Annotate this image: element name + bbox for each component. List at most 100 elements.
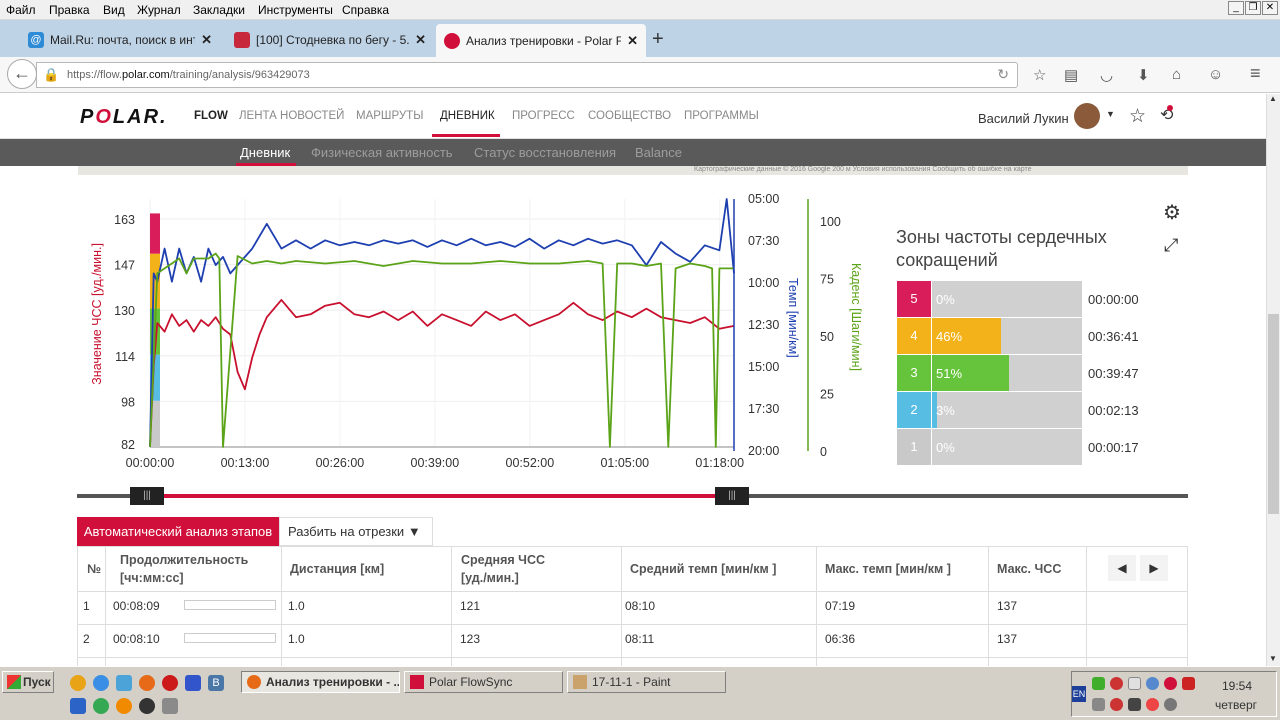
tray-icon[interactable] bbox=[1110, 677, 1123, 690]
tray-icon[interactable] bbox=[1164, 677, 1177, 690]
tray-icon[interactable] bbox=[1128, 677, 1141, 690]
taskbar-item-firefox[interactable]: Анализ тренировки - ... bbox=[241, 671, 400, 693]
menu-history[interactable]: Журнал bbox=[137, 3, 181, 17]
training-chart[interactable]: 163 147 130 114 98 82 00:00:00 00:13:00 00:26:00… bbox=[78, 183, 878, 473]
tray-icon[interactable] bbox=[1092, 677, 1105, 690]
menu-edit[interactable]: Правка bbox=[49, 3, 90, 17]
clock-time[interactable]: 19:54 bbox=[1222, 679, 1253, 693]
nav-diary[interactable]: ДНЕВНИК bbox=[440, 110, 495, 122]
split-dropdown[interactable]: Разбить на отрезки ▼ bbox=[279, 517, 433, 546]
tray-icon[interactable] bbox=[1092, 698, 1105, 711]
subnav-balance[interactable]: Balance bbox=[635, 145, 682, 160]
reload-icon[interactable]: ↻ bbox=[997, 66, 1009, 82]
firefox-icon bbox=[247, 675, 261, 689]
prev-columns-button[interactable]: ◀ bbox=[1108, 555, 1136, 581]
split-label: Разбить на отрезки bbox=[288, 524, 405, 539]
bookmark-star-icon[interactable]: ☆ bbox=[1033, 67, 1047, 84]
tray-icon[interactable] bbox=[1164, 698, 1177, 711]
home-icon[interactable]: ⌂ bbox=[1172, 66, 1182, 83]
download-icon[interactable]: ⬇ bbox=[1137, 67, 1150, 84]
close-icon[interactable]: ✕ bbox=[1262, 1, 1278, 15]
hamburger-menu-icon[interactable]: ≡ bbox=[1250, 63, 1261, 83]
scroll-thumb[interactable] bbox=[1268, 314, 1279, 514]
slider-end-handle[interactable]: ||| bbox=[715, 487, 749, 505]
polar-logo[interactable]: POLAR. bbox=[80, 106, 168, 128]
favorites-star-icon[interactable]: ☆ bbox=[1129, 106, 1147, 127]
map-fragment[interactable]: Картографические данные © 2016 Google 20… bbox=[78, 166, 1188, 175]
reader-icon[interactable]: ▤ bbox=[1064, 67, 1079, 84]
chrome-icon[interactable] bbox=[93, 675, 109, 691]
quicklaunch-icon[interactable] bbox=[162, 698, 178, 714]
chevron-down-icon[interactable]: ▼ bbox=[1106, 109, 1115, 119]
save-icon[interactable] bbox=[185, 675, 201, 691]
taskbar-item-paint[interactable]: 17-11-1 - Paint bbox=[567, 671, 726, 693]
next-columns-button[interactable]: ▶ bbox=[1140, 555, 1168, 581]
sync-icon[interactable]: ⟲ bbox=[1160, 107, 1174, 124]
vk-icon[interactable]: B bbox=[208, 675, 224, 691]
minimize-icon[interactable]: _ bbox=[1228, 1, 1244, 15]
menu-file[interactable]: Файл bbox=[6, 3, 36, 17]
new-tab-icon[interactable]: + bbox=[652, 28, 664, 50]
auto-lap-analysis-tab[interactable]: Автоматический анализ этапов bbox=[77, 517, 279, 546]
nav-routes[interactable]: МАРШРУТЫ bbox=[356, 110, 424, 122]
chat-icon[interactable]: ☺ bbox=[1208, 66, 1224, 83]
menu-help[interactable]: Справка bbox=[342, 3, 390, 17]
subnav-activity[interactable]: Физическая активность bbox=[311, 145, 453, 160]
x-tick-label: 00:26:00 bbox=[316, 456, 365, 470]
nav-programs[interactable]: ПРОГРАММЫ bbox=[684, 110, 759, 122]
close-tab-icon[interactable]: ✕ bbox=[201, 32, 212, 47]
col-avg-pace[interactable]: Средний темп [мин/км ] bbox=[630, 562, 777, 576]
col-max-pace[interactable]: Макс. темп [мин/км ] bbox=[825, 562, 951, 576]
notification-dot bbox=[1167, 105, 1173, 111]
back-button[interactable]: ← bbox=[7, 59, 37, 89]
nav-community[interactable]: СООБЩЕСТВО bbox=[588, 110, 672, 122]
tab-mailru[interactable]: @ Mail.Ru: почта, поиск в инт... ✕ bbox=[20, 25, 220, 55]
start-button[interactable]: Пуск bbox=[2, 671, 54, 693]
pocket-icon[interactable]: ◡ bbox=[1100, 67, 1114, 84]
url-bar[interactable]: 🔒 https://flow.polar.com/training/analys… bbox=[36, 62, 1018, 88]
odnoklassniki-icon[interactable] bbox=[116, 698, 132, 714]
tray-icon[interactable] bbox=[1146, 698, 1159, 711]
opera-icon[interactable] bbox=[162, 675, 178, 691]
tray-icon[interactable] bbox=[1128, 698, 1141, 711]
avatar[interactable] bbox=[1074, 103, 1100, 129]
range-slider[interactable]: ||| ||| bbox=[77, 483, 1188, 509]
settings-gear-icon[interactable]: ⚙ bbox=[1163, 202, 1181, 224]
firefox-icon[interactable] bbox=[139, 675, 155, 691]
quicklaunch-icon[interactable] bbox=[116, 675, 132, 691]
flow-label[interactable]: FLOW bbox=[194, 110, 228, 122]
subnav-diary[interactable]: Дневник bbox=[240, 145, 291, 160]
taskbar-item-flowsync[interactable]: Polar FlowSync bbox=[404, 671, 563, 693]
ie-icon[interactable] bbox=[70, 698, 86, 714]
quicklaunch-icon[interactable] bbox=[93, 698, 109, 714]
expand-icon[interactable]: ⤢ bbox=[1164, 235, 1179, 255]
scroll-up-icon[interactable]: ▲ bbox=[1269, 94, 1277, 103]
menu-bar: Файл Правка Вид Журнал Закладки Инструме… bbox=[0, 0, 1280, 20]
close-tab-icon[interactable]: ✕ bbox=[627, 32, 638, 48]
col-distance[interactable]: Дистанция [км] bbox=[290, 562, 385, 576]
slider-start-handle[interactable]: ||| bbox=[130, 487, 164, 505]
menu-view[interactable]: Вид bbox=[103, 3, 125, 17]
col-duration[interactable]: Продолжительность [чч:мм:сс] bbox=[120, 553, 249, 585]
col-max-hr[interactable]: Макс. ЧСС bbox=[997, 562, 1062, 576]
tray-icon[interactable] bbox=[1146, 677, 1159, 690]
close-tab-icon[interactable]: ✕ bbox=[415, 32, 426, 47]
language-indicator[interactable]: EN bbox=[1072, 686, 1086, 702]
tab-stodnevka[interactable]: [100] Стодневка по бегу - 5... ✕ bbox=[226, 25, 434, 55]
scroll-down-icon[interactable]: ▼ bbox=[1269, 654, 1277, 663]
clock-day: четверг bbox=[1215, 698, 1257, 712]
restore-icon[interactable]: ❐ bbox=[1245, 1, 1261, 15]
nav-news-feed[interactable]: ЛЕНТА НОВОСТЕЙ bbox=[239, 110, 345, 122]
user-name[interactable]: Василий Лукин bbox=[978, 111, 1069, 126]
tray-icon[interactable] bbox=[1110, 698, 1123, 711]
nav-progress[interactable]: ПРОГРЕСС bbox=[512, 110, 575, 122]
menu-bookmarks[interactable]: Закладки bbox=[193, 3, 245, 17]
menu-tools[interactable]: Инструменты bbox=[258, 3, 333, 17]
media-player-icon[interactable] bbox=[139, 698, 155, 714]
shield-icon[interactable] bbox=[1182, 677, 1195, 690]
subnav-recovery[interactable]: Статус восстановления bbox=[474, 145, 617, 160]
page-scrollbar[interactable]: ▲ ▼ bbox=[1266, 94, 1280, 666]
col-avg-hr[interactable]: Средняя ЧСС [уд./мин.] bbox=[461, 553, 545, 585]
quicklaunch-icon[interactable] bbox=[70, 675, 86, 691]
tab-polar-analysis[interactable]: Анализ тренировки - Polar F... ✕ bbox=[436, 24, 646, 57]
